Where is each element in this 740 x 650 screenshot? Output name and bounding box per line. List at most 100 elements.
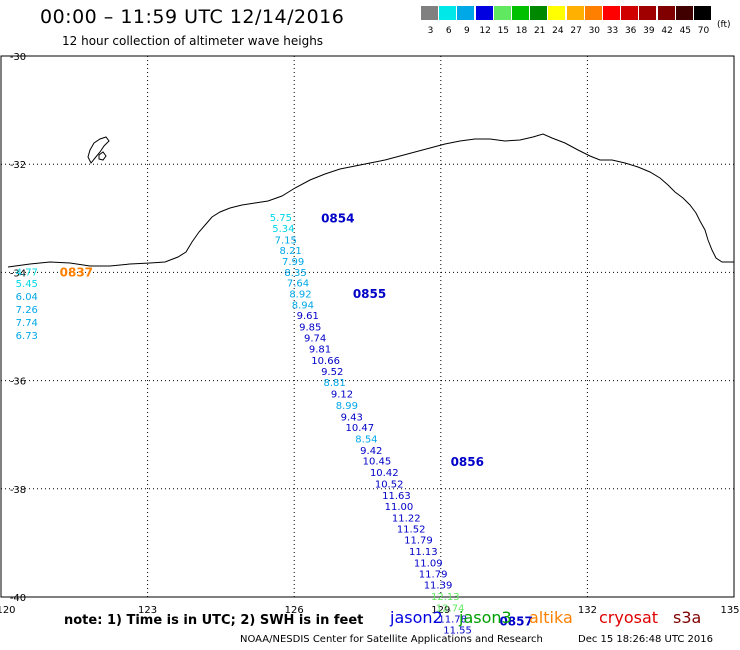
legend-swatch [512, 6, 529, 20]
wave-height-value: 5.34 [272, 224, 294, 235]
wave-height-value: 9.52 [321, 367, 343, 378]
wave-height-value: 8.99 [336, 401, 358, 412]
footer-credit: NOAA/NESDIS Center for Satellite Applica… [240, 634, 543, 645]
wave-height-value: 7.74 [16, 318, 38, 329]
wave-height-value: 11.00 [385, 502, 414, 513]
legend-swatch [566, 6, 584, 20]
wave-height-value: 8.92 [289, 289, 311, 300]
legend-label: 30 [588, 26, 601, 36]
lon-tick-label: 132 [578, 605, 597, 616]
wave-height-value: 11.13 [409, 547, 438, 558]
wave-height-value: 8.81 [324, 378, 346, 389]
wave-height-value: 11.09 [414, 558, 443, 569]
legend-swatch [439, 6, 457, 20]
wave-height-value: 10.42 [370, 468, 399, 479]
wave-height-value: 11.52 [397, 524, 426, 535]
page-subtitle: 12 hour collection of altimeter wave hei… [62, 34, 324, 48]
legend-label: 12 [479, 26, 491, 36]
wave-height-value: 9.43 [341, 412, 363, 423]
satellite-label-cryosat: cryosat [599, 608, 659, 627]
lat-tick-label: -34 [10, 268, 26, 279]
pass-time-label: 0856 [451, 455, 484, 469]
wave-height-value: 11.39 [424, 581, 453, 592]
pass-time-label: 0854 [321, 211, 354, 225]
wave-height-value: 7.15 [275, 235, 297, 246]
wave-height-value: 9.12 [331, 390, 353, 401]
wave-height-value: 8.21 [280, 246, 302, 257]
legend-label: 15 [497, 26, 510, 36]
note-text: note: 1) Time is in UTC; 2) SWH is in fe… [64, 613, 364, 628]
wave-height-value: 9.81 [309, 345, 331, 356]
wave-height-value: 7.26 [16, 305, 38, 316]
axis-tick-labels: 120 123 126 129 132 135 -30 -32 -34 -36 -38 -40 [0, 52, 740, 616]
wave-height-value: 5.45 [16, 279, 38, 290]
lat-tick-label: -38 [10, 485, 26, 496]
legend-label: 45 [679, 26, 692, 36]
coastline-island-small [98, 151, 107, 161]
satellite-label-jason3: jason3 [459, 608, 512, 627]
lon-tick-label: 120 [0, 605, 16, 616]
wave-height-value: 9.42 [360, 446, 382, 457]
wave-height-value: 11.55 [443, 625, 472, 636]
wave-height-value: 12.74 [436, 603, 465, 614]
legend-swatch [457, 6, 475, 20]
legend-swatch [530, 6, 548, 20]
lat-tick-label: -40 [10, 593, 26, 604]
legend-label: 9 [464, 26, 470, 36]
wave-height-value: 6.73 [16, 331, 38, 342]
wave-height-tracks: 4.775.45 6.04 7.26 7.74 6.73 0837 5.755.347.15… [16, 211, 533, 636]
legend-label: 33 [606, 26, 619, 36]
legend-swatch [584, 6, 602, 20]
timestamp: Dec 15 18:26:48 UTC 2016 [578, 634, 713, 645]
legend-label: 39 [643, 26, 655, 36]
legend-label: 24 [552, 26, 564, 36]
legend-swatch [621, 6, 639, 20]
lon-tick-label: 126 [285, 605, 304, 616]
wave-height-value: 11.79 [419, 570, 448, 581]
legend-swatch [657, 6, 675, 20]
wave-height-value: 11.79 [404, 536, 433, 547]
wave-height-value: 8.54 [355, 434, 377, 445]
page-title: 00:00 – 11:59 UTC 12/14/2016 [40, 6, 345, 28]
satellite-label-jason2: jason2 [390, 608, 443, 627]
lat-tick-label: -30 [10, 52, 26, 63]
wave-height-value: 5.75 [270, 213, 292, 224]
wave-height-value: 10.52 [375, 479, 404, 490]
wave-height-value: 7.99 [282, 257, 304, 268]
lon-tick-label: 123 [138, 605, 157, 616]
satellite-label-s3a: s3a [673, 608, 702, 627]
graticule [1, 56, 734, 597]
legend-swatch [548, 6, 566, 20]
legend-swatch [421, 6, 438, 20]
legend-label: 70 [697, 26, 710, 36]
legend-unit: (ft) [717, 20, 731, 30]
lat-tick-label: -36 [10, 377, 26, 388]
legend-swatch [493, 6, 511, 20]
wave-height-value: 10.45 [363, 457, 392, 468]
coastline-mainland [7, 133, 734, 268]
wave-height-value: 11.78 [438, 615, 467, 626]
wave-height-value: 6.04 [16, 292, 38, 303]
legend-swatch [603, 6, 620, 20]
wave-height-value: 9.61 [297, 311, 319, 322]
wave-height-value: 8.35 [284, 268, 306, 279]
coastline-island [87, 136, 110, 164]
wave-height-value: 11.22 [392, 513, 421, 524]
legend-label: 6 [445, 26, 452, 36]
lon-tick-label: 129 [431, 605, 450, 616]
legend-label: 42 [661, 26, 673, 36]
pass-time-label: 0855 [353, 287, 386, 301]
lat-tick-label: -32 [10, 160, 26, 171]
wave-height-value: 8.94 [292, 300, 314, 311]
map-frame [0, 55, 735, 598]
wave-height-value: 4.77 [16, 267, 38, 278]
legend-label: 36 [624, 26, 637, 36]
wave-height-value: 7.64 [287, 279, 309, 290]
legend-label: 18 [515, 26, 528, 36]
wave-height-value: 12.13 [431, 592, 460, 603]
legend-swatch [639, 6, 657, 20]
wave-height-value: 10.47 [346, 423, 375, 434]
pass-time-label: 0837 [60, 265, 93, 279]
